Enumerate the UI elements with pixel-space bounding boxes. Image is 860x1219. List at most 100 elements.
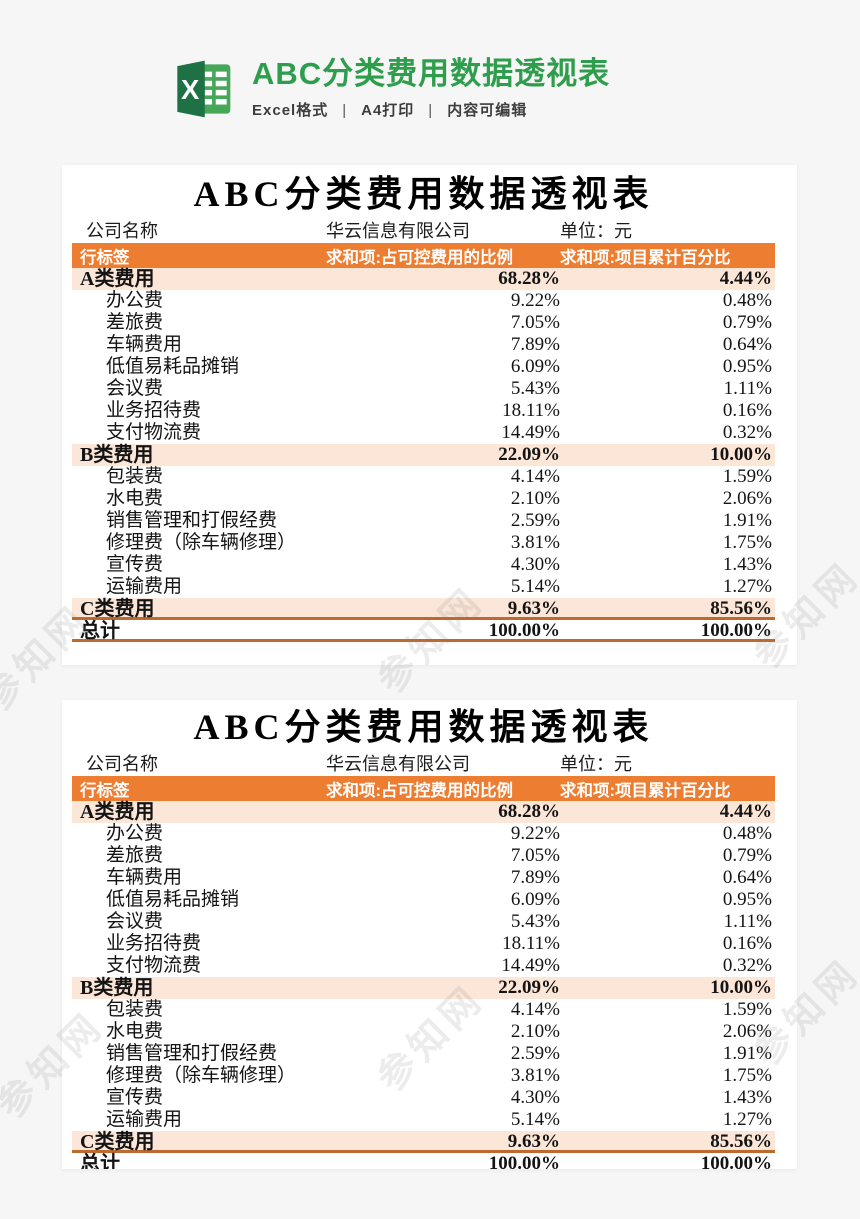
- table-row: 包装费 4.14% 1.59%: [72, 999, 775, 1021]
- row-value-ratio: 2.59%: [510, 1043, 560, 1064]
- pivot-table-card-1: ABC分类费用数据透视表 公司名称 华云信息有限公司 单位：元 行标签 求和项:…: [62, 165, 797, 665]
- page-header: X ABC分类费用数据透视表 Excel格式 | A4打印 | 内容可编辑: [170, 56, 610, 120]
- column-header-ratio: 求和项:占可控费用的比例: [326, 248, 513, 267]
- row-value-ratio: 18.11%: [502, 400, 560, 421]
- unit-label: 单位：元: [560, 754, 632, 774]
- table-row: 销售管理和打假经费 2.59% 1.91%: [72, 510, 775, 532]
- row-value-cumulative: 0.32%: [722, 955, 772, 976]
- table-title: ABC分类费用数据透视表: [193, 707, 654, 747]
- table-row: A类费用 68.28% 4.44%: [72, 268, 775, 290]
- row-value-cumulative: 1.11%: [723, 911, 772, 932]
- row-value-ratio: 7.05%: [510, 845, 560, 866]
- row-value-ratio: 5.43%: [510, 378, 560, 399]
- page-title: ABC分类费用数据透视表: [252, 56, 611, 91]
- row-value-ratio: 6.09%: [510, 356, 560, 377]
- row-label: 修理费（除车辆修理）: [106, 1065, 297, 1086]
- row-value-cumulative: 1.43%: [722, 554, 772, 575]
- company-name: 华云信息有限公司: [326, 754, 470, 774]
- row-value-ratio: 100.00%: [488, 1153, 560, 1169]
- row-value-ratio: 2.10%: [510, 1021, 560, 1042]
- row-value-cumulative: 1.59%: [722, 999, 772, 1020]
- table-row: 总计 100.00% 100.00%: [72, 1153, 775, 1169]
- row-value-cumulative: 0.32%: [722, 422, 772, 443]
- row-value-cumulative: 2.06%: [722, 1021, 772, 1042]
- row-value-cumulative: 85.56%: [710, 598, 772, 619]
- table-row: 会议费 5.43% 1.11%: [72, 378, 775, 400]
- row-label: 水电费: [106, 488, 164, 509]
- row-value-cumulative: 1.75%: [722, 532, 772, 553]
- row-value-cumulative: 1.75%: [722, 1065, 772, 1086]
- row-value-cumulative: 1.43%: [722, 1087, 772, 1108]
- row-label: 销售管理和打假经费: [106, 1043, 278, 1064]
- table-row: 支付物流费 14.49% 0.32%: [72, 422, 775, 444]
- table-row: B类费用 22.09% 10.00%: [72, 444, 775, 466]
- table-row: C类费用 9.63% 85.56%: [72, 1131, 775, 1153]
- row-label: B类费用: [80, 444, 154, 466]
- table-row: 会议费 5.43% 1.11%: [72, 911, 775, 933]
- table-row: 运输费用 5.14% 1.27%: [72, 576, 775, 598]
- company-label: 公司名称: [86, 754, 158, 774]
- table-header-row: 行标签 求和项:占可控费用的比例 求和项:项目累计百分比: [72, 243, 775, 268]
- row-label: 业务招待费: [106, 933, 202, 954]
- row-value-ratio: 4.14%: [510, 466, 560, 487]
- row-label: 包装费: [106, 466, 164, 487]
- table-row: 水电费 2.10% 2.06%: [72, 1021, 775, 1043]
- table-row: 水电费 2.10% 2.06%: [72, 488, 775, 510]
- table-row: 业务招待费 18.11% 0.16%: [72, 400, 775, 422]
- table-meta-row: 公司名称 华云信息有限公司 单位：元: [72, 217, 775, 243]
- row-label: 销售管理和打假经费: [106, 510, 278, 531]
- row-label: 车辆费用: [106, 334, 183, 355]
- separator: |: [428, 101, 434, 119]
- row-value-ratio: 5.14%: [510, 576, 560, 597]
- table-row: 低值易耗品摊销 6.09% 0.95%: [72, 889, 775, 911]
- table-row: 差旅费 7.05% 0.79%: [72, 312, 775, 334]
- excel-icon: X: [177, 60, 231, 118]
- pivot-table: ABC分类费用数据透视表 公司名称 华云信息有限公司 单位：元 行标签 求和项:…: [72, 173, 775, 642]
- table-row: 包装费 4.14% 1.59%: [72, 466, 775, 488]
- row-value-cumulative: 85.56%: [710, 1131, 772, 1152]
- row-value-cumulative: 1.91%: [722, 510, 772, 531]
- row-value-cumulative: 0.79%: [722, 312, 772, 333]
- page-header-text: ABC分类费用数据透视表 Excel格式 | A4打印 | 内容可编辑: [252, 56, 610, 120]
- row-value-cumulative: 10.00%: [710, 444, 772, 465]
- row-value-cumulative: 1.59%: [722, 466, 772, 487]
- row-label: 运输费用: [106, 576, 183, 597]
- row-value-ratio: 100.00%: [488, 620, 560, 641]
- table-row: 修理费（除车辆修理） 3.81% 1.75%: [72, 1065, 775, 1087]
- row-value-cumulative: 4.44%: [719, 268, 772, 289]
- table-row: 运输费用 5.14% 1.27%: [72, 1109, 775, 1131]
- row-value-ratio: 14.49%: [501, 422, 560, 443]
- page-subtitle: Excel格式 | A4打印 | 内容可编辑: [252, 99, 610, 120]
- table-row: 低值易耗品摊销 6.09% 0.95%: [72, 356, 775, 378]
- row-label: 办公费: [106, 823, 164, 844]
- row-label: A类费用: [80, 268, 155, 290]
- table-row: 业务招待费 18.11% 0.16%: [72, 933, 775, 955]
- row-value-ratio: 4.30%: [510, 1087, 560, 1108]
- row-value-cumulative: 1.27%: [722, 1109, 772, 1130]
- row-label: 水电费: [106, 1021, 164, 1042]
- row-label: 运输费用: [106, 1109, 183, 1130]
- row-value-ratio: 3.81%: [510, 1065, 560, 1086]
- row-value-cumulative: 0.48%: [722, 290, 772, 311]
- row-value-ratio: 2.10%: [510, 488, 560, 509]
- separator: |: [342, 101, 348, 119]
- column-header-row-labels: 行标签: [80, 781, 130, 800]
- row-label: B类费用: [80, 977, 154, 999]
- row-label: 低值易耗品摊销: [106, 889, 240, 910]
- table-body: A类费用 68.28% 4.44% 办公费 9.22% 0.48% 差旅费 7.05% 0.79…: [72, 801, 775, 1169]
- row-value-cumulative: 0.95%: [722, 356, 772, 377]
- row-label: 包装费: [106, 999, 164, 1020]
- row-value-ratio: 22.09%: [498, 444, 560, 465]
- row-value-cumulative: 1.11%: [723, 378, 772, 399]
- row-label: 差旅费: [106, 845, 164, 866]
- unit-label: 单位：元: [560, 221, 632, 241]
- column-header-ratio: 求和项:占可控费用的比例: [326, 781, 513, 800]
- row-value-cumulative: 1.27%: [722, 576, 772, 597]
- feature-label-format: Excel格式: [252, 101, 329, 119]
- table-header-row: 行标签 求和项:占可控费用的比例 求和项:项目累计百分比: [72, 776, 775, 801]
- table-meta-row: 公司名称 华云信息有限公司 单位：元: [72, 750, 775, 776]
- row-label: 总计: [80, 620, 120, 642]
- row-value-ratio: 68.28%: [498, 268, 560, 289]
- row-label: 低值易耗品摊销: [106, 356, 240, 377]
